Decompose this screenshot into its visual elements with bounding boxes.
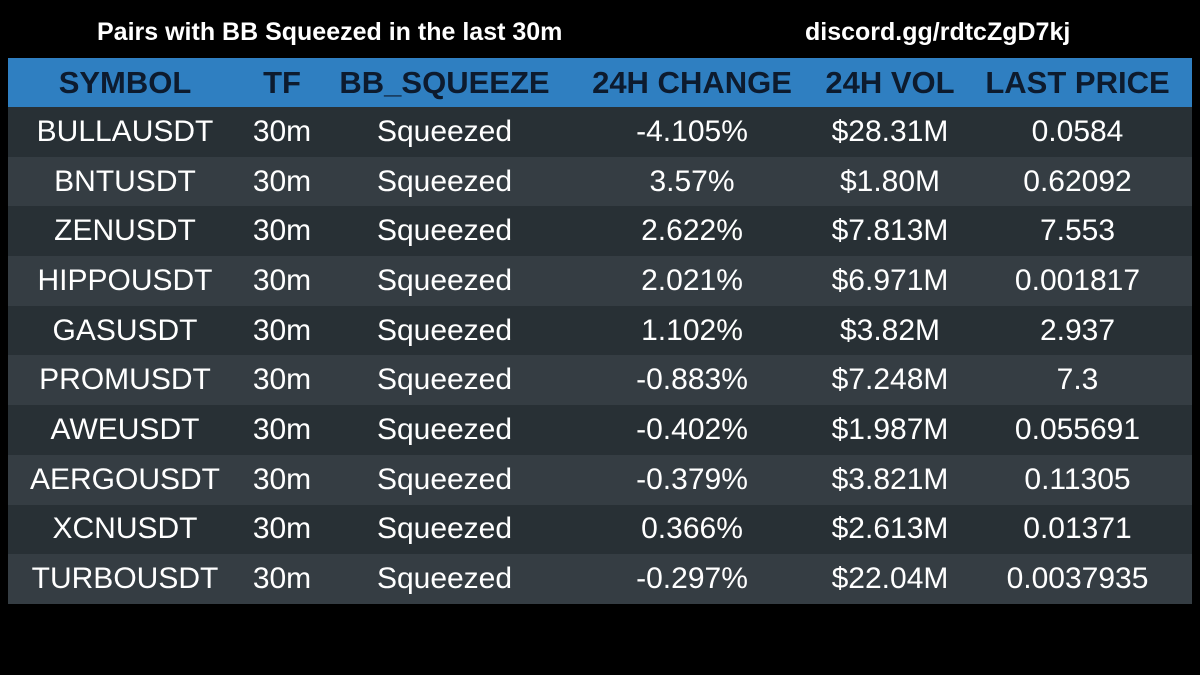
cell-24h-change: 0.366% (641, 512, 743, 546)
cell-symbol: AERGOUSDT (29, 462, 221, 496)
cell-tf: 30m (252, 363, 312, 397)
column-header-symbol: SYMBOL (58, 64, 192, 100)
cell-tf: 30m (252, 313, 312, 347)
cell-last-price: 0.62092 (1023, 164, 1132, 198)
cell-last-price: 2.937 (1039, 313, 1116, 347)
cell-last-price: 7.3 (1056, 363, 1099, 397)
cell-symbol: TURBOUSDT (31, 562, 219, 596)
cell-tf: 30m (252, 512, 312, 546)
cell-24h-vol: $3.821M (831, 462, 949, 496)
cell-symbol: BULLAUSDT (36, 114, 214, 148)
cell-24h-vol: $7.813M (831, 214, 949, 248)
column-header-last-price: LAST PRICE (985, 64, 1170, 100)
table-row: ZENUSDT 30m Squeezed 2.622% $7.813M 7.55… (8, 206, 1192, 257)
cell-24h-change: 2.622% (641, 214, 743, 248)
cell-24h-vol: $22.04M (831, 562, 949, 596)
column-header-24h-change: 24H CHANGE (592, 64, 792, 100)
column-header-24h-vol: 24H VOL (825, 64, 955, 100)
cell-last-price: 0.0037935 (1006, 562, 1149, 596)
cell-24h-change: -0.883% (636, 363, 748, 397)
cell-bb-squeeze: Squeezed (376, 214, 513, 248)
cell-symbol: BNTUSDT (54, 164, 196, 198)
cell-24h-vol: $1.987M (831, 412, 949, 446)
cell-last-price: 7.553 (1039, 214, 1116, 248)
cell-bb-squeeze: Squeezed (376, 313, 513, 347)
cell-24h-change: 1.102% (641, 313, 743, 347)
cell-24h-vol: $3.82M (839, 313, 941, 347)
table-row: PROMUSDT 30m Squeezed -0.883% $7.248M 7.… (8, 355, 1192, 406)
column-header-tf: TF (263, 64, 301, 100)
cell-tf: 30m (252, 164, 312, 198)
table-row: TURBOUSDT 30m Squeezed -0.297% $22.04M 0… (8, 554, 1192, 604)
cell-bb-squeeze: Squeezed (376, 164, 513, 198)
cell-symbol: PROMUSDT (39, 363, 211, 397)
cell-24h-change: -0.402% (636, 412, 748, 446)
cell-last-price: 0.001817 (1014, 263, 1141, 297)
table-row: HIPPOUSDT 30m Squeezed 2.021% $6.971M 0.… (8, 256, 1192, 306)
cell-last-price: 0.055691 (1014, 412, 1141, 446)
cell-24h-vol: $6.971M (831, 263, 949, 297)
cell-tf: 30m (252, 462, 312, 496)
table-row: XCNUSDT 30m Squeezed 0.366% $2.613M 0.01… (8, 504, 1192, 555)
cell-24h-change: 3.57% (649, 164, 735, 198)
cell-bb-squeeze: Squeezed (376, 562, 513, 596)
cell-bb-squeeze: Squeezed (376, 462, 513, 496)
cell-symbol: ZENUSDT (54, 214, 196, 248)
table-row: GASUSDT 30m Squeezed 1.102% $3.82M 2.937 (8, 305, 1192, 356)
table-row: AERGOUSDT 30m Squeezed -0.379% $3.821M 0… (8, 454, 1192, 505)
cell-tf: 30m (252, 114, 312, 148)
cell-symbol: XCNUSDT (52, 512, 198, 546)
cell-bb-squeeze: Squeezed (376, 412, 513, 446)
table-row: BULLAUSDT 30m Squeezed -4.105% $28.31M 0… (8, 107, 1192, 157)
cell-tf: 30m (252, 263, 312, 297)
cell-24h-vol: $1.80M (839, 164, 941, 198)
cell-last-price: 0.11305 (1024, 462, 1131, 496)
table-row: BNTUSDT 30m Squeezed 3.57% $1.80M 0.6209… (8, 156, 1192, 207)
cell-bb-squeeze: Squeezed (376, 363, 513, 397)
cell-24h-vol: $7.248M (831, 363, 949, 397)
cell-last-price: 0.0584 (1031, 114, 1124, 148)
cell-symbol: AWEUSDT (50, 412, 200, 446)
cell-bb-squeeze: Squeezed (376, 114, 513, 148)
table-header-row: SYMBOL TF BB_SQUEEZE 24H CHANGE 24H VOL … (8, 58, 1192, 107)
cell-24h-change: 2.021% (641, 263, 743, 297)
column-header-bb-squeeze: BB_SQUEEZE (339, 64, 550, 100)
cell-24h-vol: $28.31M (831, 114, 949, 148)
cell-tf: 30m (252, 412, 312, 446)
cell-tf: 30m (252, 214, 312, 248)
table-row: AWEUSDT 30m Squeezed -0.402% $1.987M 0.0… (8, 405, 1192, 455)
squeeze-table: SYMBOL TF BB_SQUEEZE 24H CHANGE 24H VOL … (8, 58, 1192, 604)
cell-bb-squeeze: Squeezed (376, 512, 513, 546)
cell-symbol: HIPPOUSDT (37, 263, 213, 297)
discord-invite-link[interactable]: discord.gg/rdtcZgD7kj (805, 18, 1071, 46)
cell-24h-change: -0.379% (636, 462, 748, 496)
page-title: Pairs with BB Squeezed in the last 30m (97, 18, 563, 46)
header-bar: Pairs with BB Squeezed in the last 30m d… (0, 0, 1200, 58)
squeeze-table-container: SYMBOL TF BB_SQUEEZE 24H CHANGE 24H VOL … (8, 58, 1192, 604)
cell-symbol: GASUSDT (52, 313, 198, 347)
cell-24h-change: -4.105% (636, 114, 748, 148)
cell-last-price: 0.01371 (1023, 512, 1132, 546)
cell-tf: 30m (252, 562, 312, 596)
cell-bb-squeeze: Squeezed (376, 263, 513, 297)
cell-24h-vol: $2.613M (831, 512, 949, 546)
cell-24h-change: -0.297% (636, 562, 748, 596)
